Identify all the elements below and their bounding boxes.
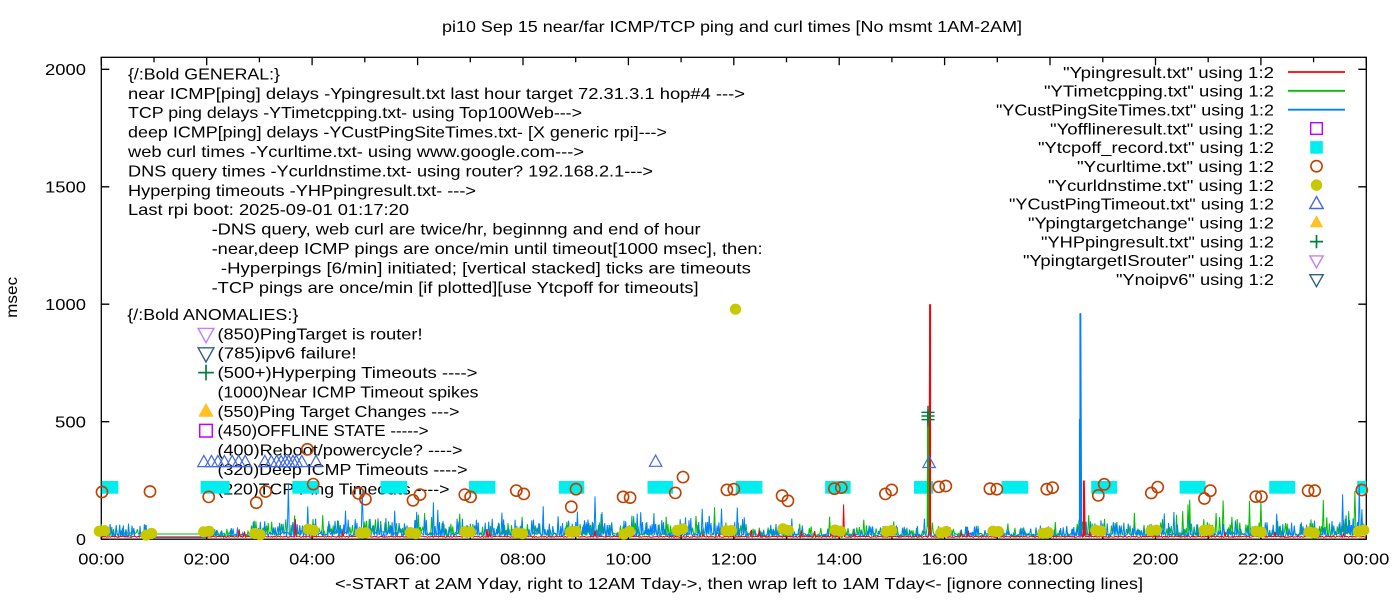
svg-text:"Yofflineresult.txt" using 1:2: "Yofflineresult.txt" using 1:2 bbox=[1050, 121, 1274, 138]
svg-text:1000: 1000 bbox=[45, 297, 86, 314]
svg-text:pi10 Sep 15 near/far ICMP/TCP: pi10 Sep 15 near/far ICMP/TCP ping and c… bbox=[442, 19, 1022, 36]
svg-text:Last rpi boot: 2025-09-01 01:1: Last rpi boot: 2025-09-01 01:17:20 bbox=[128, 202, 409, 219]
svg-text:"YHPpingresult.txt" using 1:2: "YHPpingresult.txt" using 1:2 bbox=[1041, 234, 1274, 251]
svg-text:"Ytcpoff_record.txt" using 1:2: "Ytcpoff_record.txt" using 1:2 bbox=[1038, 140, 1274, 157]
svg-text:00:00: 00:00 bbox=[1343, 551, 1389, 568]
svg-text:(450)OFFLINE STATE ----->: (450)OFFLINE STATE -----> bbox=[218, 423, 429, 440]
svg-text:(785)ipv6 failure!: (785)ipv6 failure! bbox=[218, 346, 357, 363]
svg-text:22:00: 22:00 bbox=[1238, 551, 1284, 568]
svg-text:web curl times -Ycurltime.txt-: web curl times -Ycurltime.txt- using www… bbox=[127, 144, 584, 161]
svg-text:-near,deep ICMP pings are once: -near,deep ICMP pings are once/min until… bbox=[212, 241, 763, 258]
svg-text:DNS query times -Ycurldnstime.: DNS query times -Ycurldnstime.txt- using… bbox=[128, 163, 653, 180]
svg-text:(1000)Near ICMP Timeout spikes: (1000)Near ICMP Timeout spikes bbox=[218, 385, 479, 402]
svg-text:(400)Reboot/powercycle? ---->: (400)Reboot/powercycle? ----> bbox=[218, 443, 463, 460]
svg-text:"Ynoipv6" using 1:2: "Ynoipv6" using 1:2 bbox=[1116, 272, 1274, 289]
svg-text:14:00: 14:00 bbox=[816, 551, 862, 568]
svg-text:"Ypingresult.txt" using 1:2: "Ypingresult.txt" using 1:2 bbox=[1063, 65, 1274, 82]
svg-text:TCP ping delays -YTimetcpping.: TCP ping delays -YTimetcpping.txt- using… bbox=[128, 105, 582, 122]
svg-text:-TCP pings are once/min [if pl: -TCP pings are once/min [if plotted][use… bbox=[212, 280, 699, 297]
svg-text:(850)PingTarget is router!: (850)PingTarget is router! bbox=[218, 326, 423, 343]
svg-text:"Ycurltime.txt" using 1:2: "Ycurltime.txt" using 1:2 bbox=[1077, 159, 1274, 176]
svg-text:(550)Ping Target Changes --->: (550)Ping Target Changes ---> bbox=[218, 404, 460, 421]
svg-text:00:00: 00:00 bbox=[78, 551, 124, 568]
svg-text:08:00: 08:00 bbox=[500, 551, 546, 568]
svg-text:<-START at 2AM Yday, right to: <-START at 2AM Yday, right to 12AM Tday-… bbox=[335, 576, 1143, 593]
svg-text:near ICMP[ping] delays -Ypingr: near ICMP[ping] delays -Ypingresult.txt … bbox=[128, 86, 745, 103]
svg-text:16:00: 16:00 bbox=[922, 551, 968, 568]
svg-text:Hyperping timeouts -YHPpingres: Hyperping timeouts -YHPpingresult.txt- -… bbox=[128, 183, 476, 200]
svg-text:msec: msec bbox=[4, 277, 21, 318]
svg-text:04:00: 04:00 bbox=[289, 551, 335, 568]
svg-text:"Ycurldnstime.txt" using 1:2: "Ycurldnstime.txt" using 1:2 bbox=[1048, 178, 1274, 195]
svg-text:-Hyperpings [6/min] initiated;: -Hyperpings [6/min] initiated; [vertical… bbox=[221, 260, 751, 277]
svg-text:"YCustPingSiteTimes.txt" using: "YCustPingSiteTimes.txt" using 1:2 bbox=[996, 103, 1274, 120]
svg-text:12:00: 12:00 bbox=[711, 551, 757, 568]
svg-text:(320)Deep ICMP Timeouts ---->: (320)Deep ICMP Timeouts ----> bbox=[218, 462, 468, 479]
svg-text:18:00: 18:00 bbox=[1027, 551, 1073, 568]
svg-text:2000: 2000 bbox=[45, 62, 86, 79]
svg-text:{/:Bold ANOMALIES:}: {/:Bold ANOMALIES:} bbox=[127, 307, 299, 324]
svg-text:"YCustPingTimeout.txt" using 1: "YCustPingTimeout.txt" using 1:2 bbox=[1009, 197, 1274, 214]
svg-text:06:00: 06:00 bbox=[395, 551, 441, 568]
svg-text:"Ypingtargetchange" using 1:2: "Ypingtargetchange" using 1:2 bbox=[1028, 216, 1274, 233]
svg-text:-DNS query, web curl are twice: -DNS query, web curl are twice/hr, begin… bbox=[212, 222, 702, 239]
svg-text:500: 500 bbox=[55, 415, 86, 432]
svg-text:"YTimetcpping.txt" using 1:2: "YTimetcpping.txt" using 1:2 bbox=[1044, 84, 1274, 101]
svg-text:{/:Bold GENERAL:}: {/:Bold GENERAL:} bbox=[128, 66, 281, 83]
svg-text:02:00: 02:00 bbox=[184, 551, 230, 568]
svg-text:10:00: 10:00 bbox=[605, 551, 651, 568]
svg-text:deep ICMP[ping] delays -YCustP: deep ICMP[ping] delays -YCustPingSiteTim… bbox=[128, 125, 667, 142]
svg-text:20:00: 20:00 bbox=[1133, 551, 1179, 568]
svg-text:(500+)Hyperping Timeouts ---->: (500+)Hyperping Timeouts ----> bbox=[218, 365, 478, 382]
svg-text:1500: 1500 bbox=[45, 180, 86, 197]
svg-text:0: 0 bbox=[76, 532, 86, 549]
svg-text:"YpingtargetISrouter" using 1:: "YpingtargetISrouter" using 1:2 bbox=[1023, 253, 1274, 270]
